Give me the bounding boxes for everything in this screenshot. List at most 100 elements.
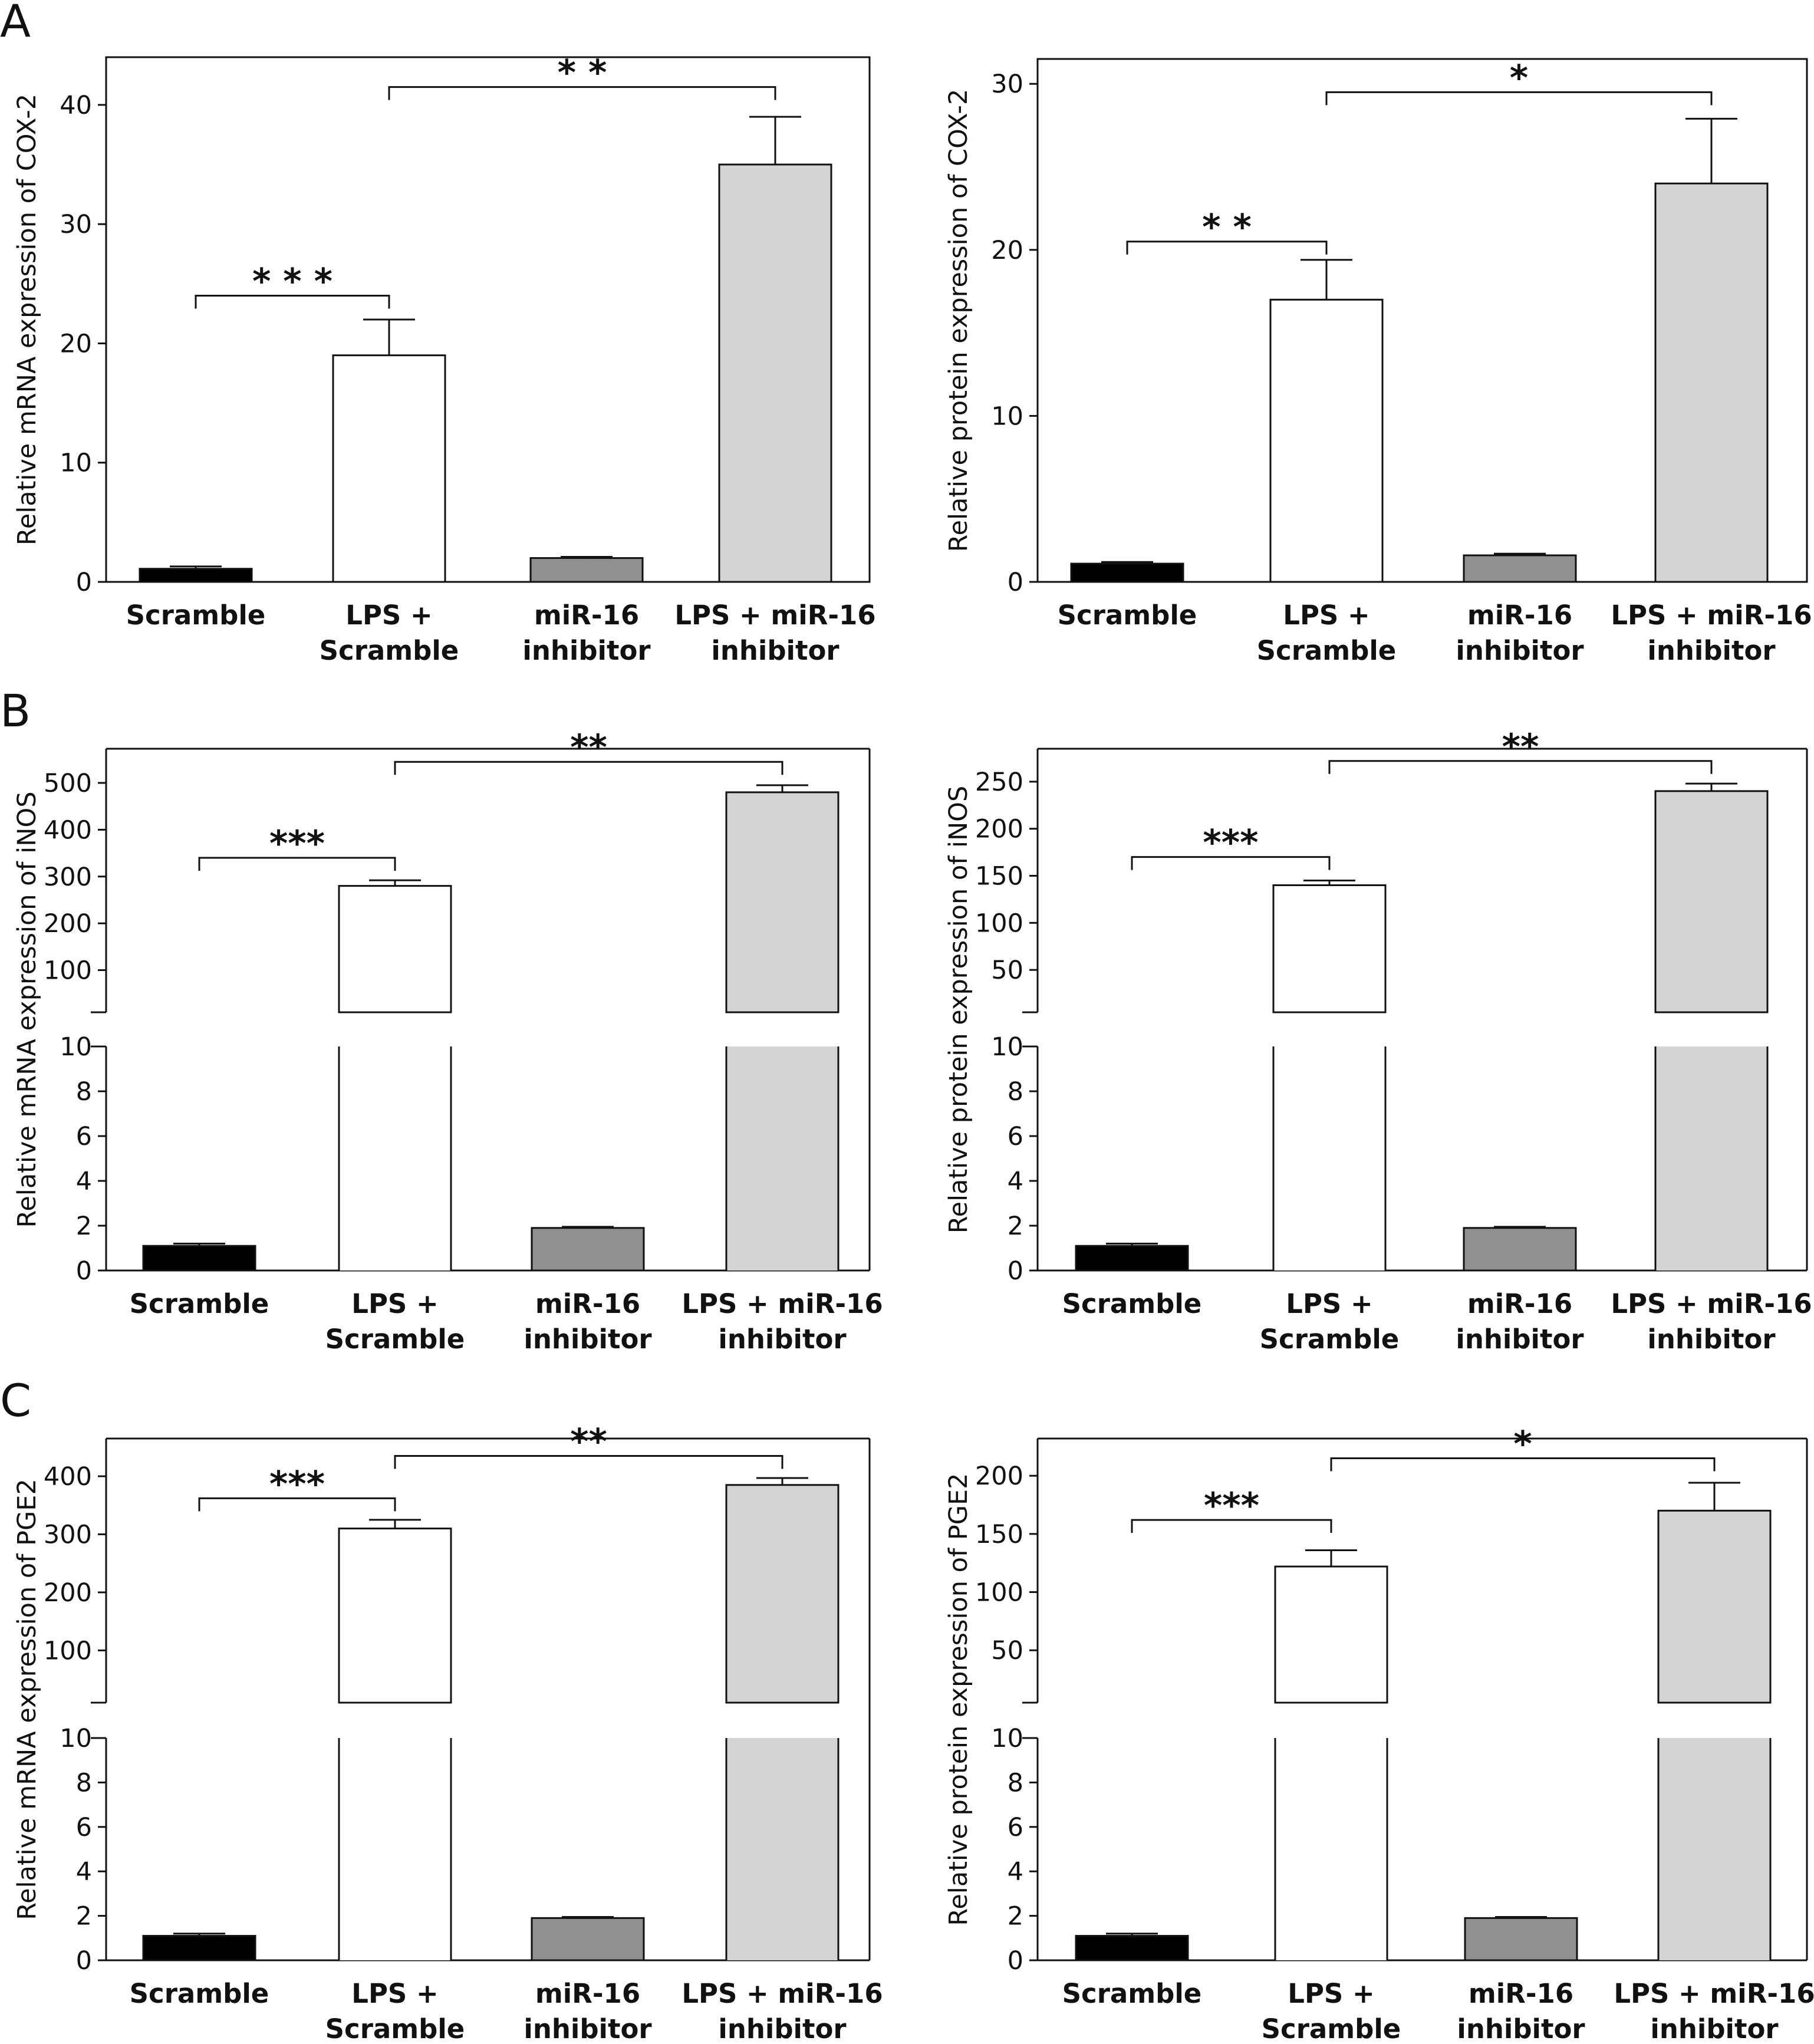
x-category-label: LPS + miR-16 (674, 600, 875, 631)
bar (139, 568, 253, 583)
x-category-label: LPS + (1283, 600, 1369, 631)
x-category-label: inhibitor (1456, 635, 1584, 666)
y-tick-label: 150 (975, 862, 1023, 891)
y-tick-label: 0 (76, 1946, 92, 1976)
significance-bracket (1131, 856, 1331, 870)
panel-letter-b: B (0, 684, 31, 737)
x-category-label: LPS + (351, 1978, 438, 2009)
x-category-label: inhibitor (1456, 1324, 1584, 1355)
x-category-label: Scramble (126, 600, 266, 631)
x-category-label: miR-16 (535, 1978, 640, 2009)
bar (718, 163, 832, 583)
y-tick-label: 2 (76, 1212, 92, 1241)
bar (1654, 182, 1769, 583)
significance-label: *** (1203, 822, 1258, 864)
y-tick-label: 0 (1008, 568, 1023, 597)
y-tick-label: 6 (1008, 1813, 1023, 1842)
x-category-label: inhibitor (1647, 1324, 1776, 1355)
y-tick-label: 10 (60, 1032, 92, 1062)
significance-bracket (198, 857, 396, 871)
x-category-label: inhibitor (718, 2013, 847, 2044)
x-category-label: LPS + (1288, 1978, 1374, 2009)
y-axis-label: Relative protein expression of COX-2 (944, 89, 973, 552)
y-tick-label: 100 (44, 1636, 92, 1666)
y-tick-label: 6 (76, 1813, 92, 1842)
y-tick-label: 8 (76, 1768, 92, 1798)
x-category-label: miR-16 (534, 600, 639, 631)
x-category-label: LPS + miR-16 (682, 1978, 883, 2009)
x-category-label: miR-16 (1467, 600, 1572, 631)
bar-lower-fill (1273, 1046, 1385, 1270)
y-tick-label: 150 (975, 1520, 1023, 1549)
x-category-label: inhibitor (522, 635, 651, 666)
x-category-label: Scramble (1260, 1324, 1400, 1355)
bar (1070, 562, 1184, 583)
bar (1464, 1917, 1578, 1961)
x-category-label: LPS + (351, 1288, 438, 1319)
y-tick-label: 8 (76, 1077, 92, 1107)
significance-label: * * * (252, 261, 332, 302)
x-category-label: Scramble (325, 2013, 465, 2044)
y-tick-label: 200 (975, 815, 1023, 844)
y-tick-label: 100 (44, 956, 92, 986)
y-tick-label: 100 (975, 909, 1023, 938)
x-category-label: inhibitor (1647, 635, 1776, 666)
plot-frame (1036, 58, 1808, 583)
bar (1463, 554, 1577, 583)
panel-letter-a: A (0, 0, 31, 47)
y-tick-label: 50 (991, 1636, 1023, 1666)
x-category-label: LPS + miR-16 (1614, 1978, 1814, 2009)
significance-label: * (1510, 57, 1528, 98)
bar-lower-fill (1655, 1046, 1767, 1270)
significance-bracket (195, 295, 390, 309)
y-tick-label: 30 (991, 70, 1023, 99)
significance-label: * (1513, 1424, 1532, 1465)
x-category-label: Scramble (1257, 635, 1397, 666)
bar (1654, 790, 1769, 1013)
bar (1272, 884, 1387, 1013)
x-category-label: Scramble (1058, 600, 1197, 631)
significance-bracket (394, 1455, 783, 1469)
y-tick-label: 300 (44, 863, 92, 892)
y-tick-label: 2 (1008, 1902, 1023, 1931)
bar (1463, 1227, 1577, 1272)
bar (531, 1917, 645, 1961)
y-tick-label: 200 (44, 1578, 92, 1608)
plot-frame (105, 56, 871, 583)
significance-bracket (394, 761, 783, 775)
bar (338, 1528, 452, 1704)
significance-label: ** (570, 1421, 607, 1463)
bar-lower-fill (1275, 1738, 1387, 1960)
x-category-label: inhibitor (1457, 2013, 1585, 2044)
y-tick-label: 20 (60, 329, 92, 358)
significance-bracket (1328, 760, 1713, 774)
significance-bracket (1330, 1457, 1716, 1472)
bar (531, 1227, 645, 1272)
x-category-label: LPS + miR-16 (1611, 1288, 1812, 1319)
y-tick-label: 200 (44, 909, 92, 939)
bar-lower-fill (726, 1738, 838, 1960)
y-tick-label: 10 (991, 1724, 1023, 1753)
bar (332, 354, 446, 583)
y-tick-label: 250 (975, 768, 1023, 797)
bar (529, 557, 644, 583)
y-axis-label: Relative mRNA expression of PGE2 (12, 1479, 42, 1920)
bar-lower-fill (1658, 1738, 1770, 1960)
x-category-label: Scramble (130, 1288, 269, 1319)
x-category-label: Scramble (325, 1324, 465, 1355)
y-axis-label: Relative mRNA expression of iNOS (12, 791, 42, 1227)
significance-bracket (198, 1497, 396, 1512)
bar (725, 791, 839, 1013)
y-tick-label: 300 (44, 1520, 92, 1549)
y-tick-label: 400 (44, 1462, 92, 1492)
bar (1075, 1245, 1189, 1272)
x-category-label: LPS + miR-16 (682, 1288, 883, 1319)
y-tick-label: 500 (44, 769, 92, 798)
significance-label: * * (1202, 207, 1252, 248)
y-tick-label: 0 (1008, 1946, 1023, 1976)
